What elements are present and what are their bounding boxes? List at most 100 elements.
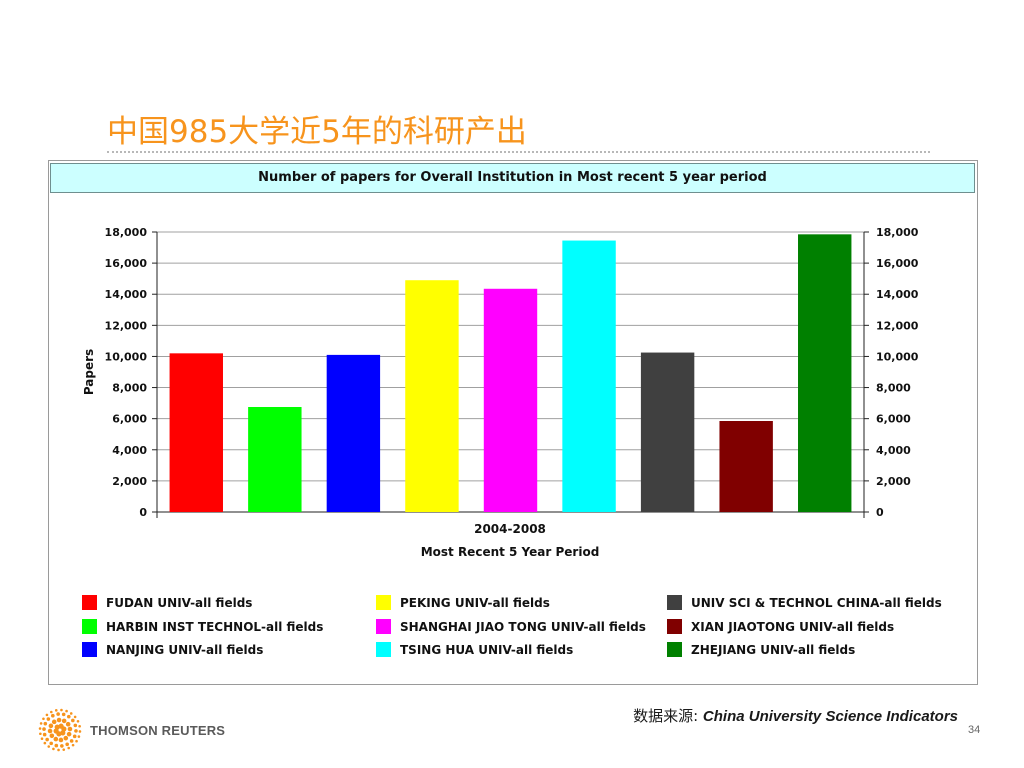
slide-title: 中国985大学近5年的科研产出	[107, 114, 527, 150]
y-tick-label-left: 10,000	[105, 350, 148, 363]
legend-label: ZHEJIANG UNIV-all fields	[691, 642, 856, 657]
bar-8	[719, 421, 773, 512]
y-tick-label-left: 8,000	[112, 382, 147, 395]
y-tick-label-left: 0	[139, 506, 147, 519]
logo-dot	[75, 739, 78, 743]
logo-dot	[61, 726, 67, 732]
legend-swatch	[82, 642, 97, 657]
logo-dot	[56, 712, 60, 716]
legend-swatch	[376, 595, 391, 610]
logo-dot	[61, 712, 66, 717]
logo-dot	[49, 733, 55, 739]
tick-labels: 0 0 2,000 2,000 4,000 4,000 6,000 6,000 8,000 8,0…	[105, 226, 919, 519]
bar-3	[326, 354, 381, 512]
legend-item: UNIV SCI & TECHNOL CHINA-all fields	[667, 595, 942, 610]
bar-9	[798, 234, 852, 513]
legend-swatch	[82, 595, 97, 610]
x-axis-label: Most Recent 5 Year Period	[421, 545, 600, 559]
y-tick-label-right: 14,000	[876, 288, 919, 301]
legend-label: TSING HUA UNIV-all fields	[400, 642, 574, 657]
logo-dot	[43, 741, 47, 745]
logo-dot	[43, 721, 48, 726]
logo-dot	[73, 715, 77, 719]
legend-label: PEKING UNIV-all fields	[400, 595, 550, 610]
source-note: 数据来源: China University Science Indicator…	[633, 705, 958, 726]
logo-dot	[40, 737, 44, 741]
logo-dot	[63, 735, 69, 741]
legend-item: FUDAN UNIV-all fields	[82, 595, 252, 610]
logo-dot	[54, 743, 59, 748]
logo-dot	[69, 712, 73, 715]
logo-dot	[78, 724, 81, 728]
y-tick-label-left: 2,000	[112, 475, 147, 488]
logo-dot	[48, 723, 54, 729]
legend-swatch	[667, 619, 682, 634]
logo-dot	[66, 714, 71, 719]
logo-dot	[39, 732, 42, 736]
bar-chart: 0 0 2,000 2,000 4,000 4,000 6,000 6,000 8,000 8,0…	[82, 226, 919, 559]
logo-dot	[47, 728, 53, 734]
legend-item: TSING HUA UNIV-all fields	[376, 642, 573, 657]
logo-dot	[45, 713, 49, 717]
y-tick-label-right: 12,000	[876, 319, 919, 332]
legend-swatch	[667, 595, 682, 610]
logo-dot	[67, 746, 71, 750]
logo-dot	[47, 745, 51, 748]
y-tick-label-right: 0	[876, 506, 884, 519]
y-tick-label-right: 16,000	[876, 257, 919, 270]
y-tick-label-left: 4,000	[112, 444, 147, 457]
logo-dot	[39, 722, 43, 725]
y-tick-label-left: 16,000	[105, 257, 148, 270]
bar-4	[405, 280, 459, 512]
source-name: China University Science Indicators	[702, 708, 958, 725]
legend-label: UNIV SCI & TECHNOL CHINA-all fields	[691, 595, 942, 610]
y-tick-label-right: 4,000	[876, 444, 911, 457]
legend-swatch	[376, 642, 391, 657]
logo-dot	[49, 741, 54, 746]
y-axis-label: Papers	[82, 349, 96, 395]
legend-swatch	[82, 619, 97, 634]
bar-2	[248, 407, 302, 512]
logo-dot	[73, 723, 78, 728]
logo-dot	[38, 727, 42, 730]
logo-dot	[72, 734, 77, 739]
y-tick-label-right: 6,000	[876, 413, 911, 426]
bar-7	[640, 352, 695, 512]
logo-dot	[60, 744, 64, 748]
logo-dot	[46, 717, 51, 721]
title-divider	[107, 151, 930, 153]
legend-item: NANJING UNIV-all fields	[82, 642, 263, 657]
legend-label: SHANGHAI JIAO TONG UNIV-all fields	[400, 619, 646, 634]
logo-dot	[76, 719, 80, 723]
logo-dot	[66, 731, 72, 737]
logo-dot	[65, 721, 71, 727]
legend-item: XIAN JIAOTONG UNIV-all fields	[667, 619, 894, 634]
logo-dot	[49, 710, 53, 714]
legend-item: HARBIN INST TECHNOL-all fields	[82, 619, 323, 634]
legend-swatch	[667, 642, 682, 657]
logo-dot	[65, 742, 69, 747]
legend-label: FUDAN UNIV-all fields	[106, 595, 253, 610]
logo-text: THOMSON REUTERS	[90, 722, 226, 738]
logo-dot	[52, 747, 55, 751]
logo-dot	[71, 743, 75, 747]
legend-label: NANJING UNIV-all fields	[106, 642, 264, 657]
logo-dot	[77, 735, 81, 738]
bars	[169, 234, 852, 513]
y-tick-label-left: 6,000	[112, 413, 147, 426]
bar-1	[169, 353, 223, 512]
logo-dot	[62, 748, 66, 751]
logo-dot	[42, 727, 46, 731]
y-tick-label-right: 18,000	[876, 226, 919, 239]
logo-dot	[67, 726, 73, 732]
y-tick-label-left: 14,000	[105, 288, 148, 301]
y-tick-label-right: 10,000	[876, 350, 919, 363]
legend-item: ZHEJIANG UNIV-all fields	[667, 642, 855, 657]
logo-dot	[69, 739, 74, 743]
legend-swatch	[376, 619, 391, 634]
y-tick-label-right: 2,000	[876, 475, 911, 488]
legend-item: PEKING UNIV-all fields	[376, 595, 550, 610]
logo-dots-icon	[38, 708, 82, 752]
logo-dot	[60, 708, 63, 712]
bar-5	[483, 288, 538, 512]
